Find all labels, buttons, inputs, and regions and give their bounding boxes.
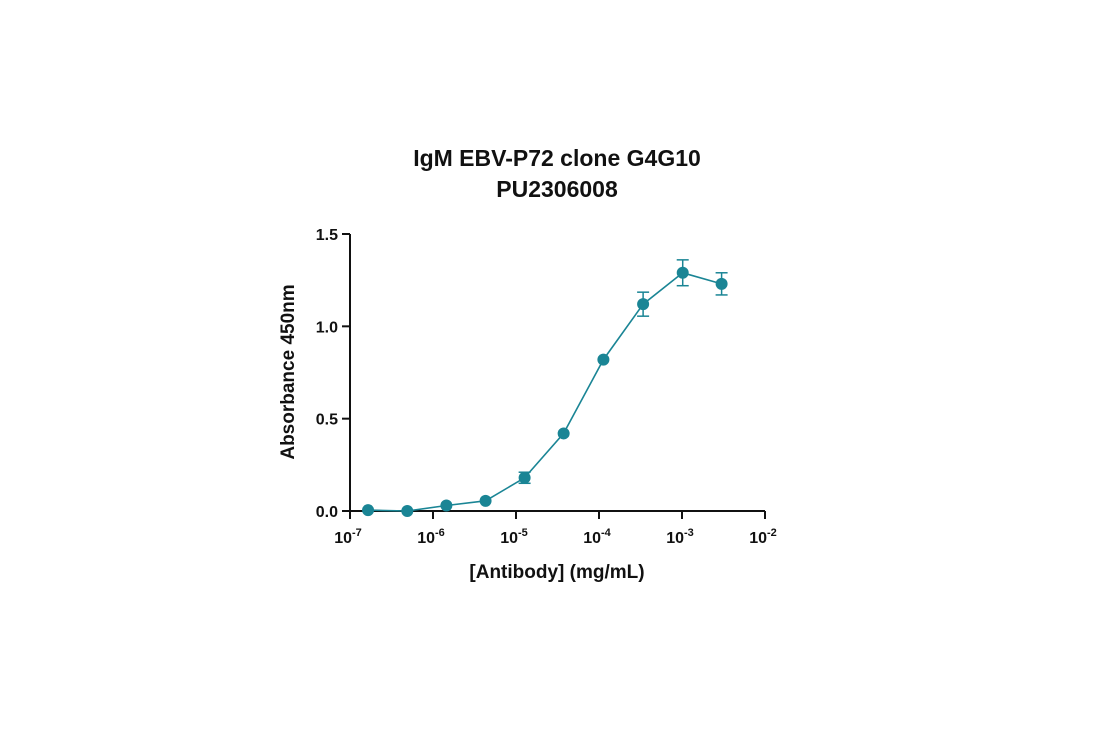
data-point	[401, 505, 414, 517]
data-point	[597, 353, 610, 366]
data-point	[676, 266, 689, 279]
data-point	[362, 504, 375, 517]
x-ticks: 10-7 10-6 10-5 10-4 10-3 10-2	[334, 511, 777, 547]
data-points	[362, 266, 728, 517]
y-tick-label: 0.0	[316, 504, 338, 521]
x-tick-label: 10-6	[417, 527, 445, 547]
data-point	[557, 427, 570, 440]
x-tick-label: 10-3	[666, 527, 694, 547]
x-tick-base: 10	[583, 530, 601, 547]
x-axis-title: [Antibody] (mg/mL)	[469, 562, 644, 583]
data-point	[440, 499, 453, 512]
data-point	[518, 471, 531, 484]
data-point	[637, 298, 650, 311]
y-ticks: 0.0 0.5 1.0 1.5	[316, 227, 350, 521]
x-tick-exponent: -4	[601, 527, 612, 539]
series-line	[368, 271, 722, 512]
x-tick-base: 10	[334, 530, 352, 547]
x-tick-exponent: -5	[518, 527, 528, 539]
chart-subtitle: PU2306008	[496, 176, 618, 202]
x-tick-label: 10-7	[334, 527, 362, 547]
data-point	[715, 277, 728, 290]
x-tick-base: 10	[749, 530, 767, 547]
x-tick-exponent: -3	[684, 527, 694, 539]
data-point	[479, 494, 492, 507]
x-tick-label: 10-5	[500, 527, 528, 547]
x-tick-exponent: -2	[767, 527, 777, 539]
x-tick-base: 10	[417, 530, 435, 547]
x-tick-exponent: -7	[352, 527, 362, 539]
x-tick-base: 10	[500, 530, 518, 547]
y-tick-label: 1.0	[316, 319, 338, 336]
y-tick-label: 1.5	[316, 227, 338, 244]
y-axis-title: Absorbance 450nm	[278, 284, 299, 459]
x-tick-base: 10	[666, 530, 684, 547]
chart-title: IgM EBV-P72 clone G4G10	[413, 145, 701, 171]
x-tick-exponent: -6	[435, 527, 445, 539]
x-tick-label: 10-2	[749, 527, 777, 547]
y-tick-label: 0.5	[316, 412, 338, 429]
x-tick-label: 10-4	[583, 527, 611, 547]
